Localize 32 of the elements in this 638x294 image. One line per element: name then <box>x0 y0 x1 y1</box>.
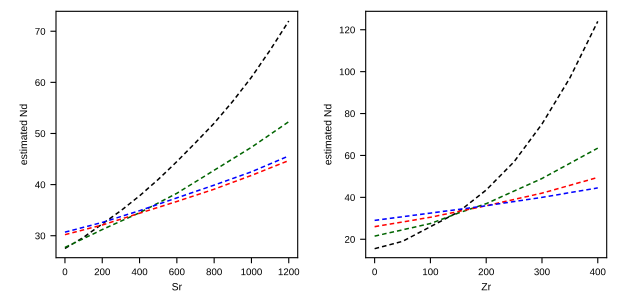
line-series <box>374 20 599 250</box>
y-tick-label: 120 <box>340 26 355 34</box>
y-tick-label: 20 <box>344 236 355 243</box>
x-tick-label: 600 <box>169 268 185 276</box>
y-tick-label: 60 <box>35 79 46 86</box>
x-tick-label: 800 <box>206 268 222 276</box>
line-series <box>374 187 599 222</box>
x-tick-label: 200 <box>94 268 110 276</box>
x-tick-label: 400 <box>132 268 148 276</box>
x-axis-title: Sr <box>172 283 182 290</box>
x-tick-label: 0 <box>62 268 68 276</box>
x-tick-label: 400 <box>590 268 606 276</box>
line-series <box>374 147 599 237</box>
y-tick-label: 100 <box>340 68 355 76</box>
y-tick-label: 80 <box>344 110 355 118</box>
y-tick-label: 60 <box>344 152 355 160</box>
x-tick-label: 100 <box>423 268 438 276</box>
x-tick-label: 0 <box>372 268 377 276</box>
y-axis-title: estimated Nd <box>20 104 28 165</box>
x-tick-label: 300 <box>534 268 550 276</box>
y-tick-label: 50 <box>35 130 46 138</box>
x-tick-label: 200 <box>478 268 494 276</box>
y-axis-title: estimated Nd <box>324 104 332 165</box>
x-axis-title: Zr <box>482 283 491 290</box>
y-tick-label: 40 <box>34 181 46 188</box>
y-tick-label: 30 <box>35 232 46 240</box>
line-series <box>64 120 290 248</box>
y-tick-label: 70 <box>35 28 46 35</box>
line-series <box>64 20 290 250</box>
y-tick-label: 40 <box>344 194 355 201</box>
x-tick-label: 1200 <box>278 268 300 276</box>
x-tick-label: 1000 <box>241 268 262 276</box>
